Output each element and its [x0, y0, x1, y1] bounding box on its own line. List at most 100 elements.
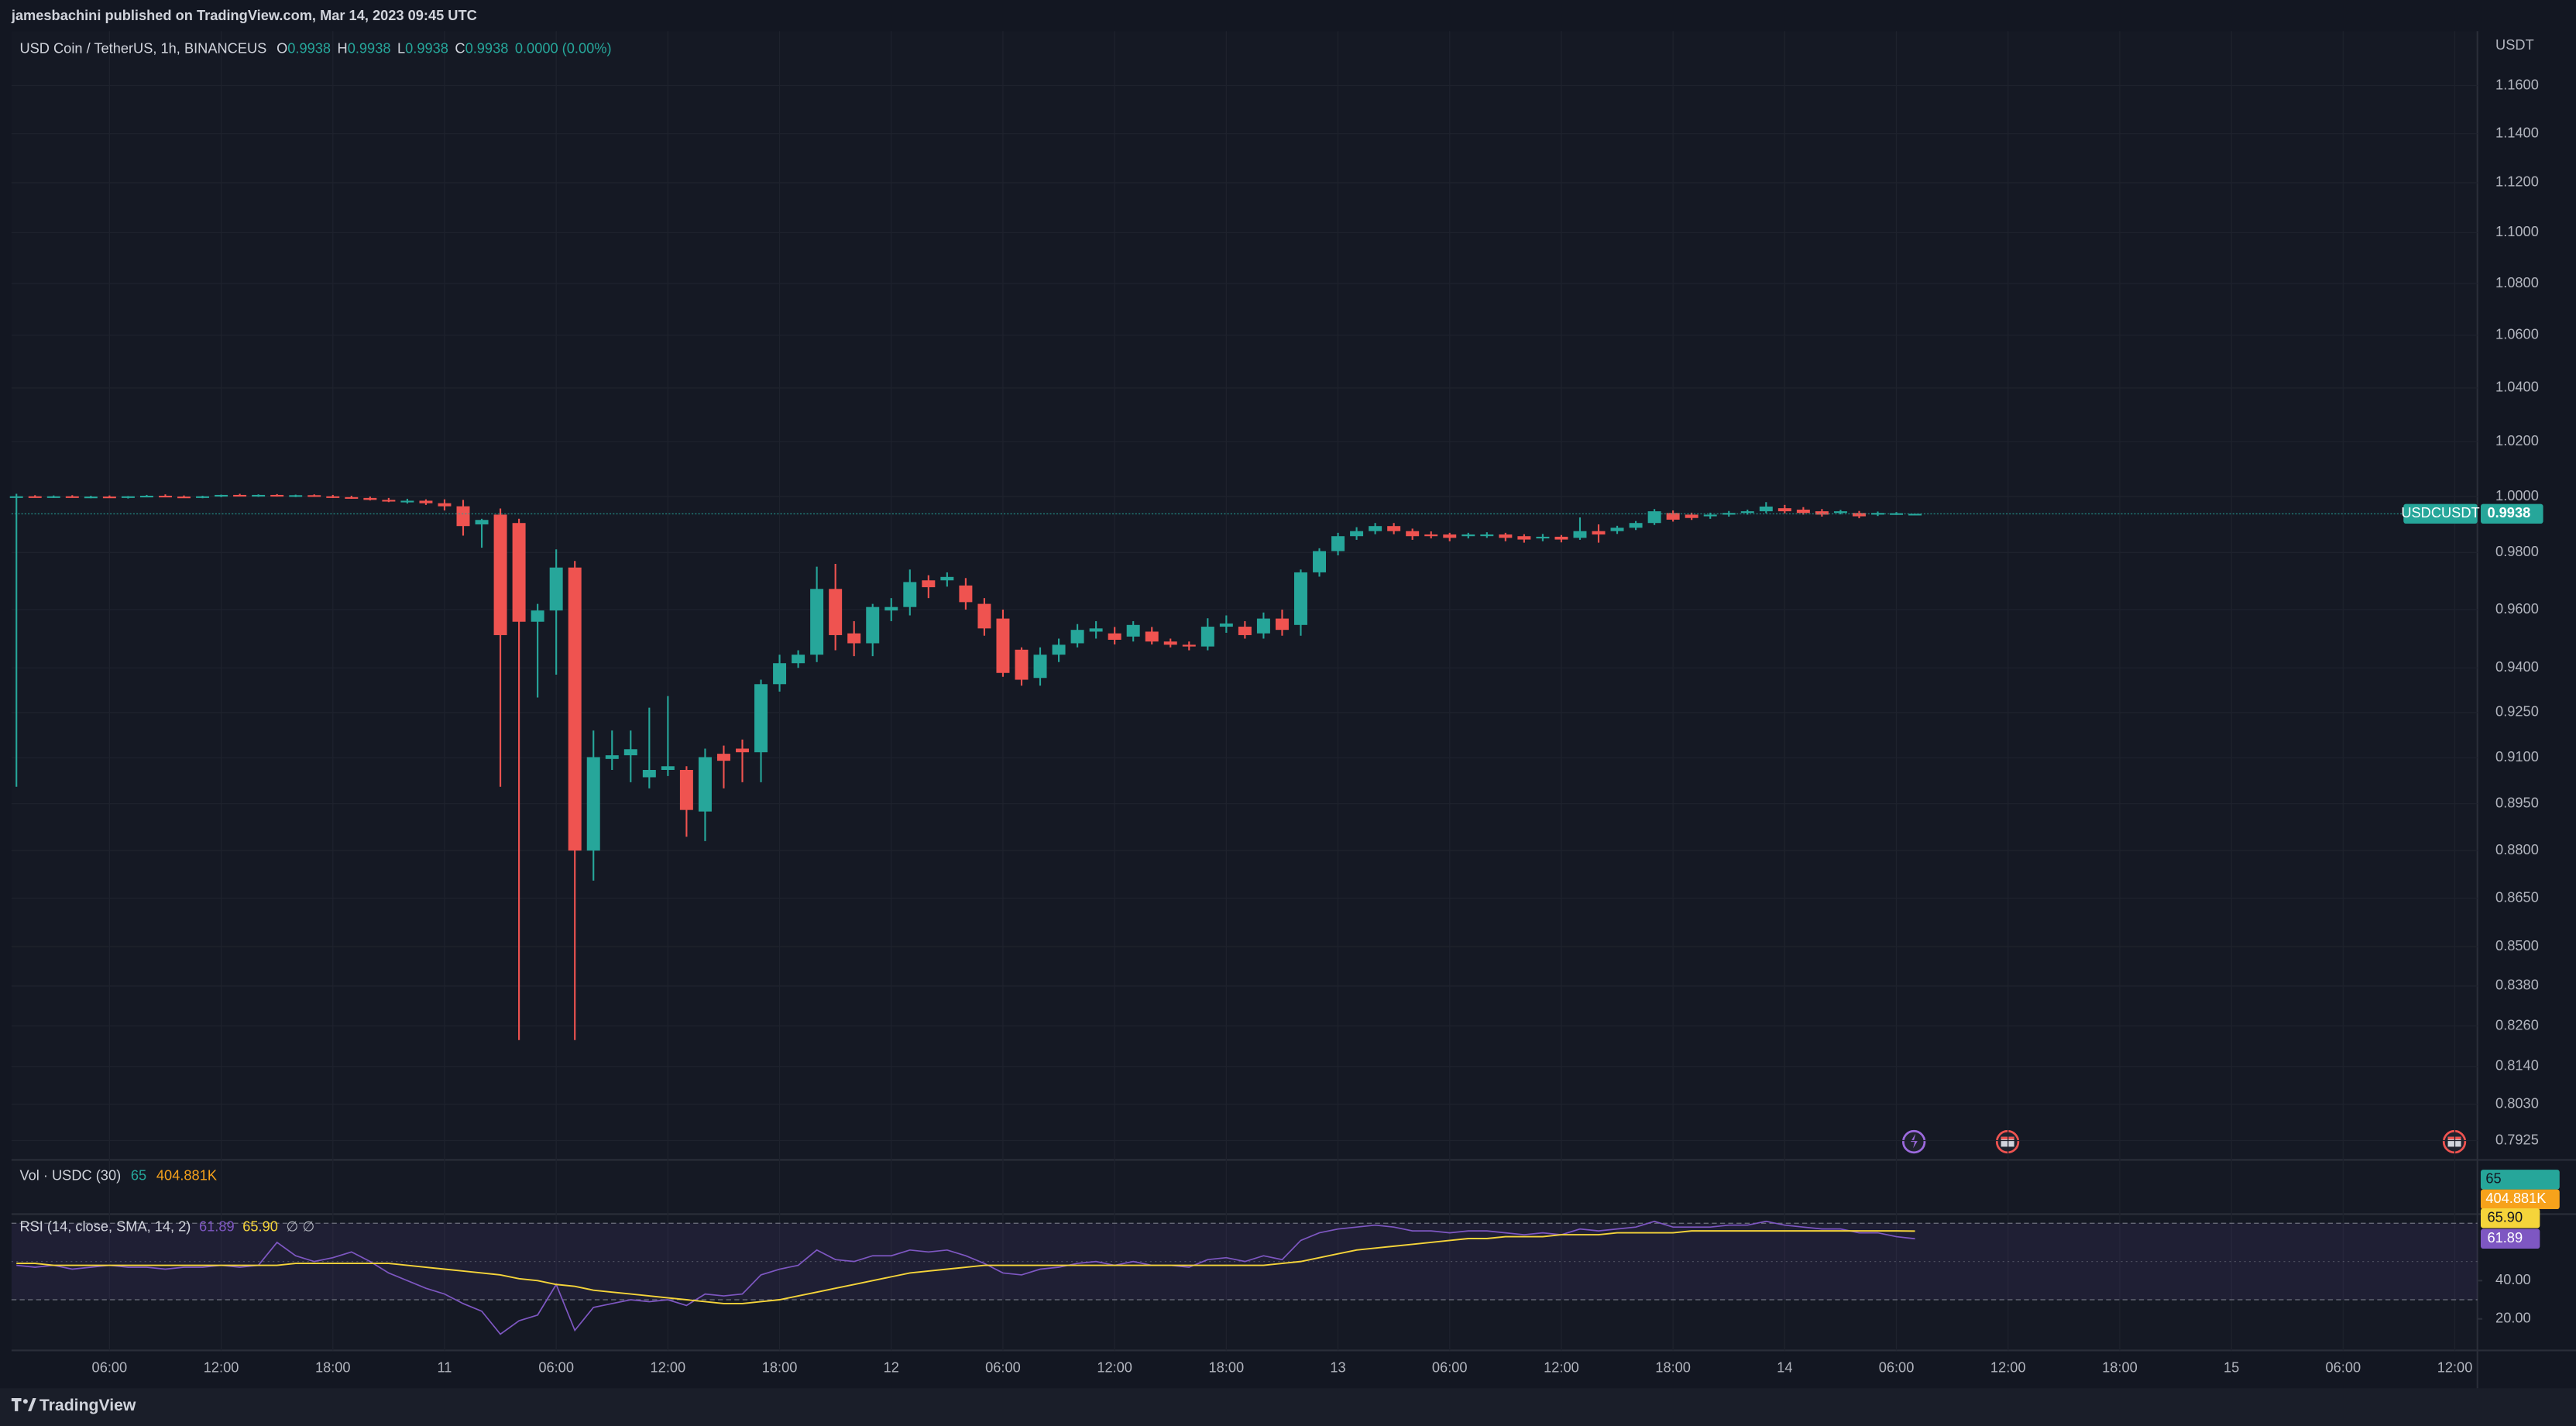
y-tick-label: 0.9400: [2495, 658, 2539, 675]
candle-body: [903, 582, 917, 607]
candle-body: [1629, 523, 1643, 528]
candle-body: [1070, 630, 1084, 644]
y-tick-label: 0.8260: [2495, 1016, 2539, 1033]
candle-body: [1275, 618, 1289, 631]
candle-body: [1536, 536, 1550, 539]
candle-body: [1406, 531, 1420, 537]
logo-mark: [28, 1397, 36, 1411]
x-tick-label: 13: [1330, 1359, 1345, 1376]
candle-body: [65, 496, 79, 498]
footer-bar: [0, 1388, 2576, 1426]
candle-body: [233, 494, 247, 497]
y-tick-label: 0.8650: [2495, 888, 2539, 905]
candle-body: [1369, 526, 1382, 531]
candle-body: [363, 497, 377, 500]
candle-body: [102, 497, 116, 499]
candle-body: [1554, 536, 1568, 540]
y-tick-label: 1.0800: [2495, 274, 2539, 290]
volume-title: Vol · USDC (30): [19, 1167, 121, 1183]
candle-body: [46, 496, 60, 498]
y-tick-label: 0.9800: [2495, 543, 2539, 559]
candle-body: [1313, 551, 1326, 572]
candle-body: [1908, 514, 1922, 516]
candle-body: [1238, 627, 1252, 635]
y-tick-label: 1.0600: [2495, 326, 2539, 342]
candle-body: [438, 503, 452, 507]
x-tick-label: 12:00: [651, 1359, 686, 1376]
candle-body: [1219, 623, 1233, 627]
y-tick-label: 0.9600: [2495, 600, 2539, 617]
candle-body: [1126, 624, 1140, 637]
x-tick-label: 18:00: [2102, 1359, 2138, 1376]
y-tick-label: 0.8140: [2495, 1057, 2539, 1074]
x-tick-label: 12:00: [1097, 1359, 1132, 1376]
rsi-title: RSI (14, close, SMA, 14, 2): [19, 1218, 191, 1234]
candle-body: [1647, 511, 1661, 524]
volume-tag-text: 404.881K: [2485, 1190, 2546, 1206]
candle-body: [940, 576, 954, 581]
candle-body: [773, 663, 787, 685]
legend-key: O: [276, 40, 287, 56]
candle-body: [922, 580, 936, 588]
candle-body: [792, 655, 805, 664]
footer-brand: TradingView: [39, 1397, 136, 1414]
candle-body: [456, 506, 470, 527]
candle-body: [1610, 527, 1624, 531]
candle-body: [623, 749, 637, 756]
candle-body: [1108, 633, 1121, 640]
candle-body: [1350, 531, 1364, 537]
header: jamesbachini published on TradingView.co…: [11, 7, 477, 23]
candle-body: [196, 496, 210, 498]
volume-tag-text: 65: [2485, 1170, 2501, 1187]
candle-body: [736, 748, 749, 753]
legend-value: 0.9938: [405, 40, 448, 56]
x-tick-label: 18:00: [1655, 1359, 1691, 1376]
rsi-legend-value: 61.89: [199, 1218, 235, 1234]
candle-body: [1480, 534, 1494, 537]
x-tick-label: 18:00: [1209, 1359, 1245, 1376]
candle-body: [642, 770, 656, 778]
x-tick-label: 12:00: [2437, 1359, 2473, 1376]
y-tick-label: 1.0400: [2495, 379, 2539, 395]
candle-body: [1182, 644, 1196, 647]
candle-body: [959, 585, 973, 603]
candle-body: [382, 500, 396, 502]
symbol-tag: [2403, 503, 2478, 524]
y-tick-label: 0.8500: [2495, 937, 2539, 954]
rsi-tag: [2480, 1208, 2540, 1228]
candle-body: [1293, 572, 1307, 625]
candle-body: [1387, 526, 1401, 531]
volume-legend-value: 65: [131, 1167, 146, 1183]
y-tick-label: 0.8950: [2495, 794, 2539, 810]
volume-tag: [2480, 1189, 2560, 1210]
candle-body: [1852, 513, 1866, 517]
legend-key: C: [455, 40, 465, 56]
legend-title: USD Coin / TetherUS, 1h, BINANCEUS: [19, 40, 266, 56]
candle-body: [679, 770, 693, 810]
candle-body: [1517, 536, 1531, 540]
candle-body: [512, 523, 526, 622]
candle-body: [1815, 511, 1829, 515]
x-tick-label: 18:00: [762, 1359, 798, 1376]
rsi-sma-line: [16, 1230, 1915, 1304]
candle-body: [1722, 513, 1736, 515]
candle-body: [661, 766, 675, 771]
y-tick-label: 0.9250: [2495, 703, 2539, 720]
candle-body: [1015, 649, 1029, 680]
candle-body: [884, 606, 898, 611]
y-tick-label: 0.7925: [2495, 1131, 2539, 1147]
candle-body: [177, 497, 191, 499]
candle-body: [270, 494, 284, 497]
y-tick-label: 0.8030: [2495, 1094, 2539, 1111]
candle-body: [139, 496, 153, 498]
y-tick-label: 0.8380: [2495, 977, 2539, 993]
footer-logo: [11, 1397, 36, 1411]
rsi-tick-label: 40.00: [2495, 1271, 2531, 1287]
candle-body: [1424, 534, 1438, 537]
candle-body: [400, 500, 414, 503]
y-tick-label: 1.1200: [2495, 174, 2539, 190]
x-tick-label: 11: [437, 1359, 452, 1376]
logo-mark: [11, 1397, 22, 1411]
